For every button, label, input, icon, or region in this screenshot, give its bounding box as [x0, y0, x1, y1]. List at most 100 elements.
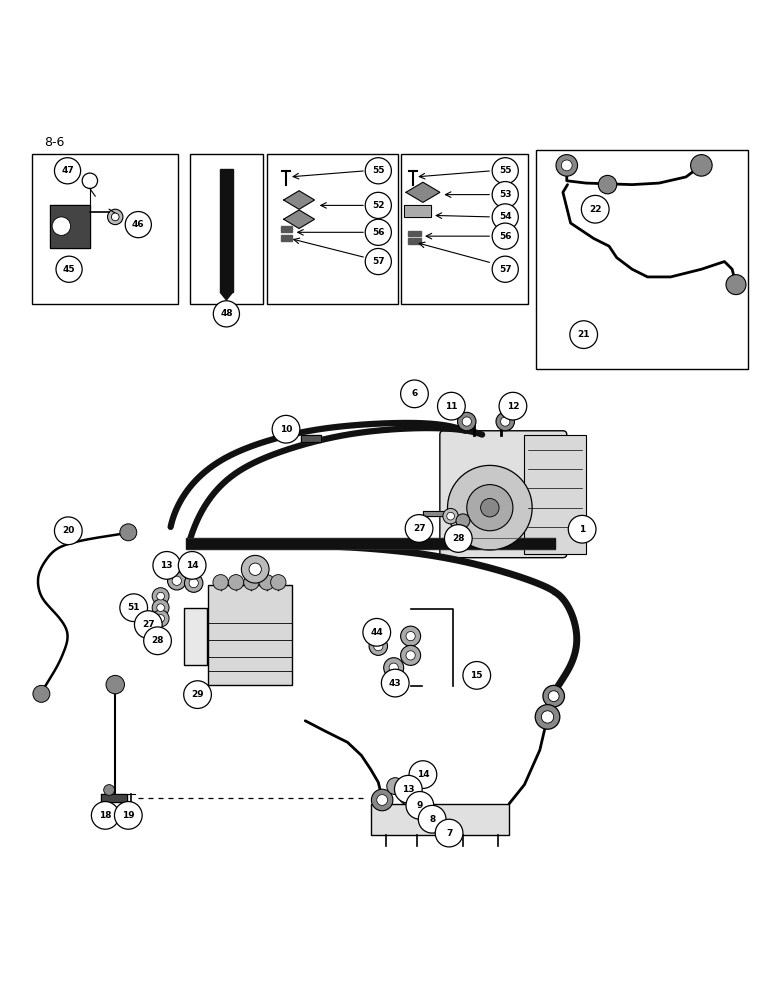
Circle shape [418, 805, 446, 833]
Polygon shape [406, 182, 440, 202]
Text: 12: 12 [506, 402, 520, 411]
Bar [32, 154, 178, 304]
Text: 27: 27 [413, 524, 425, 533]
Circle shape [365, 158, 391, 184]
Circle shape [570, 321, 598, 348]
Polygon shape [423, 511, 444, 516]
Circle shape [114, 802, 142, 829]
Text: 15: 15 [470, 671, 483, 680]
Polygon shape [280, 226, 292, 232]
Circle shape [456, 514, 470, 528]
Circle shape [152, 588, 169, 605]
Circle shape [377, 795, 388, 805]
Text: 13: 13 [161, 561, 173, 570]
Circle shape [598, 175, 617, 194]
Circle shape [365, 192, 391, 218]
Circle shape [134, 611, 162, 638]
Polygon shape [408, 231, 421, 236]
Circle shape [384, 658, 404, 678]
Circle shape [152, 610, 169, 627]
Text: 20: 20 [62, 526, 75, 535]
Text: 57: 57 [372, 257, 384, 266]
Circle shape [120, 524, 137, 541]
Text: 14: 14 [186, 561, 198, 570]
Circle shape [185, 574, 203, 592]
Circle shape [409, 761, 437, 788]
Circle shape [120, 594, 147, 622]
Circle shape [726, 275, 746, 295]
Text: 28: 28 [452, 534, 465, 543]
Circle shape [178, 552, 206, 579]
Circle shape [411, 798, 428, 815]
Circle shape [463, 662, 491, 689]
Bar [401, 154, 528, 304]
FancyBboxPatch shape [524, 435, 586, 554]
Circle shape [493, 182, 518, 208]
Circle shape [157, 604, 164, 612]
Circle shape [369, 637, 388, 655]
Circle shape [401, 380, 428, 408]
Circle shape [229, 575, 244, 590]
Circle shape [381, 669, 409, 697]
Circle shape [125, 212, 151, 238]
Text: 19: 19 [122, 811, 134, 820]
Circle shape [106, 675, 124, 694]
Text: 56: 56 [372, 228, 384, 237]
Text: 27: 27 [142, 620, 154, 629]
Text: 8: 8 [429, 815, 435, 824]
Text: 9: 9 [417, 801, 423, 810]
Bar [184, 608, 207, 665]
Circle shape [493, 223, 518, 249]
Text: 52: 52 [372, 201, 384, 210]
Circle shape [213, 301, 239, 327]
Circle shape [467, 485, 513, 531]
Text: 21: 21 [577, 330, 590, 339]
Circle shape [568, 515, 596, 543]
Circle shape [406, 651, 415, 660]
Circle shape [401, 626, 421, 646]
Circle shape [213, 575, 229, 590]
Circle shape [107, 209, 123, 225]
Circle shape [399, 788, 416, 805]
Circle shape [445, 525, 472, 552]
Text: 6: 6 [411, 389, 418, 398]
Circle shape [493, 204, 518, 230]
Circle shape [691, 155, 712, 176]
Circle shape [111, 213, 119, 221]
Bar [371, 804, 509, 835]
Circle shape [82, 173, 97, 188]
Bar [208, 585, 292, 685]
Circle shape [55, 158, 80, 184]
Circle shape [55, 517, 82, 545]
Circle shape [91, 802, 119, 829]
Circle shape [581, 195, 609, 223]
Circle shape [244, 575, 259, 590]
Circle shape [374, 642, 383, 651]
Circle shape [401, 645, 421, 665]
Circle shape [33, 685, 50, 702]
Circle shape [144, 627, 171, 655]
Text: 28: 28 [151, 636, 164, 645]
Circle shape [462, 417, 472, 426]
Text: 51: 51 [127, 603, 140, 612]
Bar [190, 154, 263, 304]
Bar [267, 154, 398, 304]
Circle shape [543, 685, 564, 707]
Circle shape [405, 515, 433, 542]
Circle shape [387, 778, 404, 795]
Circle shape [561, 160, 572, 171]
Polygon shape [280, 235, 292, 241]
Text: 46: 46 [132, 220, 144, 229]
Circle shape [389, 663, 398, 672]
Bar [536, 150, 747, 369]
Circle shape [184, 681, 212, 708]
Circle shape [448, 465, 532, 550]
Polygon shape [301, 435, 320, 442]
Text: 43: 43 [389, 679, 401, 688]
Polygon shape [50, 205, 90, 248]
Circle shape [500, 417, 510, 426]
FancyBboxPatch shape [440, 431, 567, 558]
Circle shape [535, 705, 560, 729]
Text: 55: 55 [372, 166, 384, 175]
Text: 54: 54 [499, 212, 512, 221]
